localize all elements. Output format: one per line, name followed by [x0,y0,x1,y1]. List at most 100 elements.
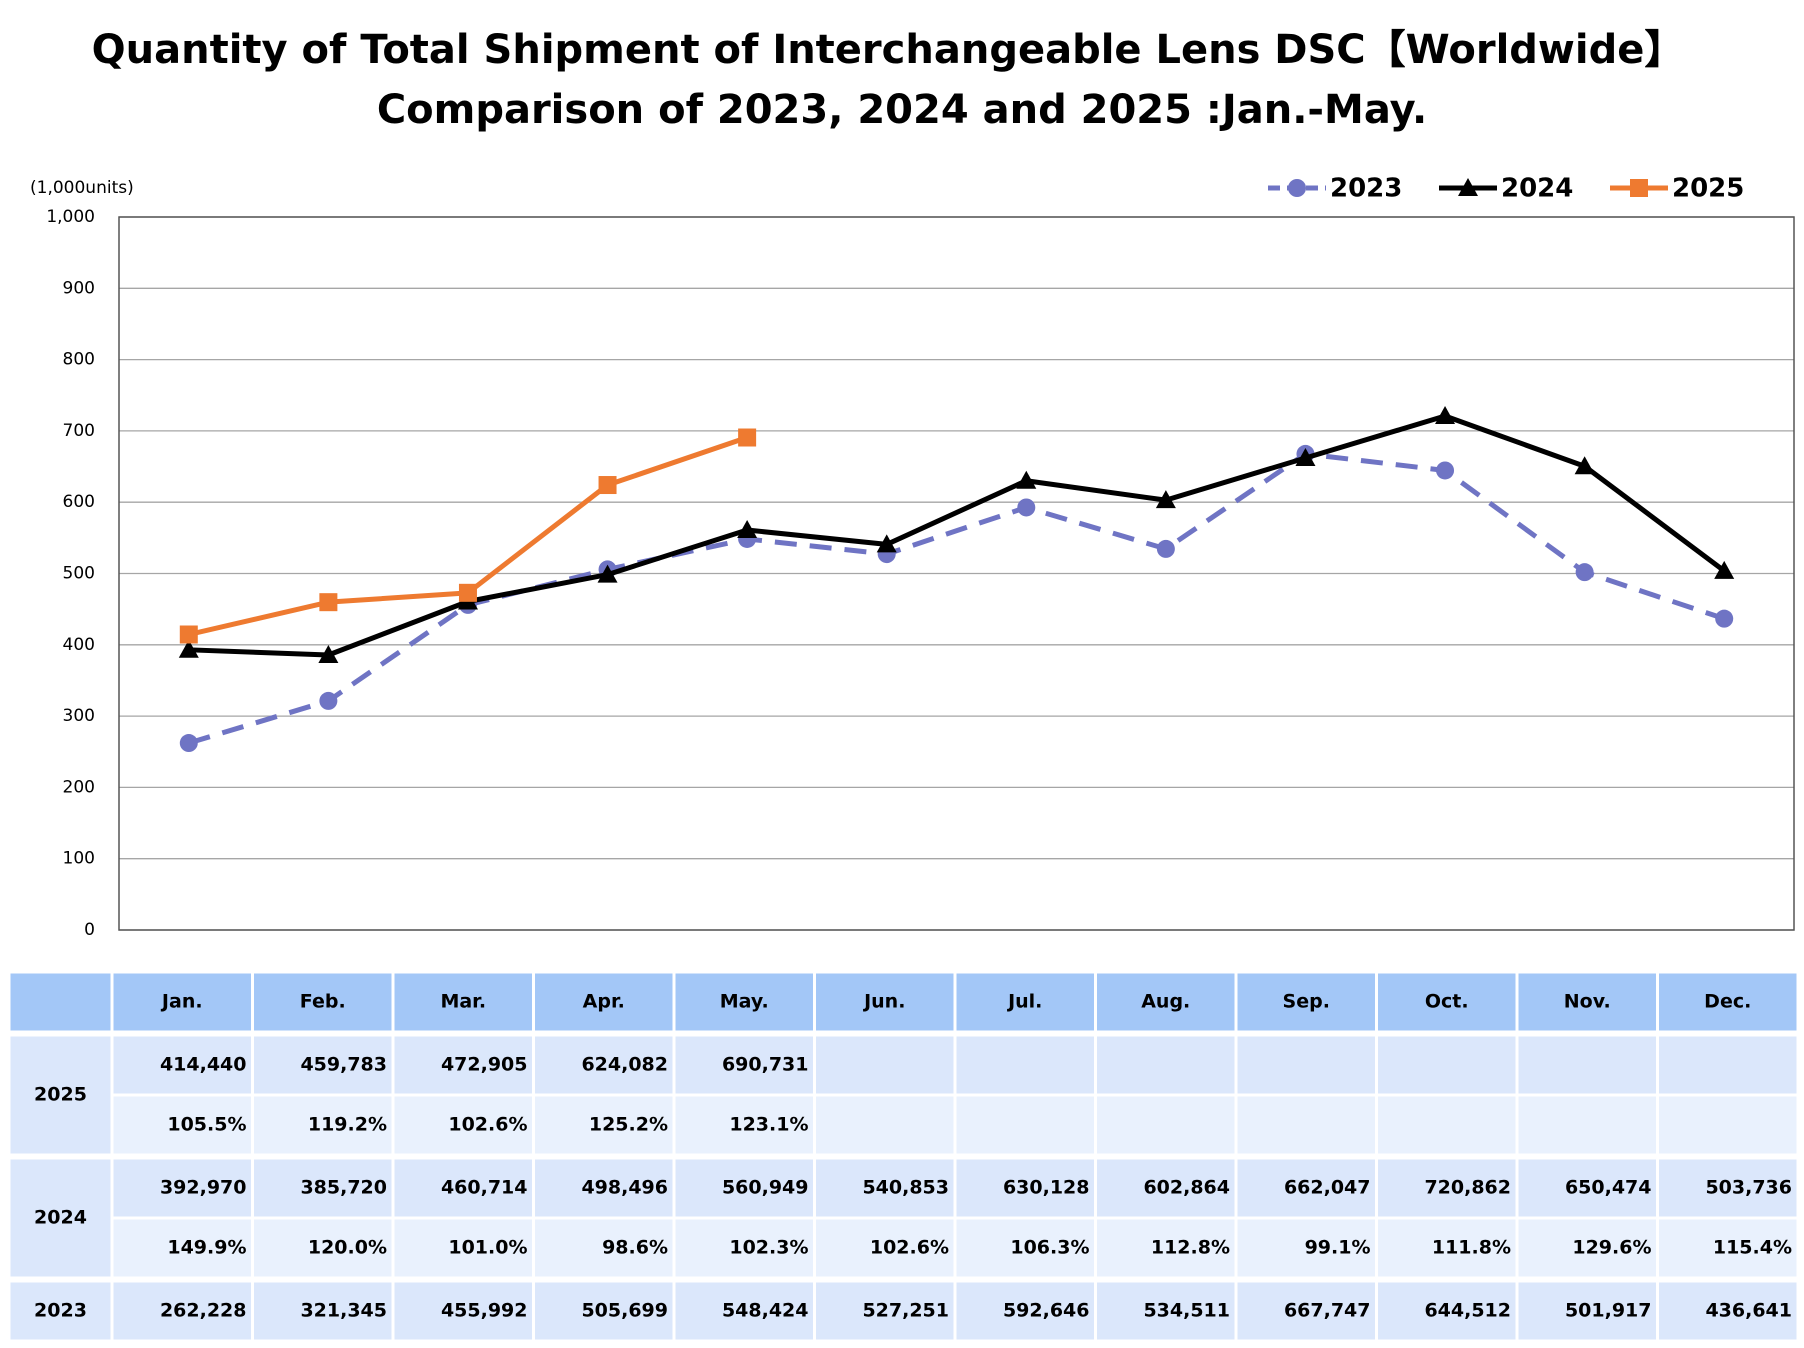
table-value: 540,853 [862,1177,949,1199]
table-cell [254,1159,392,1217]
column-header: Dec. [1704,991,1751,1013]
table-cell [675,973,813,1031]
legend-label: 2024 [1501,174,1573,204]
table-cell [1518,1219,1656,1277]
table-value: 630,128 [1003,1177,1090,1199]
table-cell [1097,1036,1235,1094]
y-tick-label: 800 [63,350,95,370]
point [1155,490,1176,509]
table-value: 505,699 [581,1300,668,1322]
table-cell [1518,973,1656,1031]
table-value: 644,512 [1424,1300,1511,1322]
y-tick-label: 200 [63,777,95,797]
table-cell [113,1282,251,1340]
table-cell [816,1096,954,1154]
table-cell [956,1036,1094,1094]
legend-marker [1458,178,1478,196]
table-cell [1518,1159,1656,1217]
table-value: 560,949 [722,1177,809,1199]
table-cell [956,1159,1094,1217]
table-cell [10,1159,111,1277]
point [179,734,198,753]
table-value: 102.6% [448,1114,527,1136]
table-cell [1518,1282,1656,1340]
table-cell [675,1282,813,1340]
column-header: Jul. [1006,991,1042,1013]
row-header: 2025 [34,1084,87,1106]
point [318,644,339,663]
table-cell [956,1219,1094,1277]
series-line [188,451,1726,746]
table-value: 503,736 [1705,1177,1792,1199]
table-cell [1659,1036,1797,1094]
table-cell [675,1036,813,1094]
table-value: 111.8% [1432,1237,1511,1259]
y-tick-label: 100 [63,849,95,869]
point [1714,560,1735,579]
legend-marker [1630,179,1648,197]
table-value: 115.4% [1713,1237,1792,1259]
table-value: 119.2% [308,1114,387,1136]
table-value: 385,720 [300,1177,387,1199]
table-value: 498,496 [581,1177,668,1199]
table-cell [254,1219,392,1277]
column-header: Aug. [1141,991,1190,1013]
table-value: 548,424 [722,1300,809,1322]
table-cell [1097,1096,1235,1154]
table-value: 527,251 [862,1300,949,1322]
table-cell [394,1159,532,1217]
table-cell [1237,973,1375,1031]
table-cell [816,1282,954,1340]
column-header: Nov. [1564,991,1611,1013]
table-value: 460,714 [441,1177,528,1199]
table-cell [394,1036,532,1094]
table-cell [113,1096,251,1154]
table-cell [1237,1219,1375,1277]
table-value: 123.1% [729,1114,808,1136]
point [597,564,618,583]
point [1016,470,1037,489]
table-cell [10,973,111,1031]
table-cell [1378,1036,1516,1094]
table-cell [675,1096,813,1154]
table-cell [816,1159,954,1217]
table-cell [1378,1219,1516,1277]
table-value: 501,917 [1565,1300,1652,1322]
table-cell [1659,1159,1797,1217]
table-value: 624,082 [581,1054,668,1076]
y-tick-label: 0 [84,920,95,940]
point [738,428,757,447]
table-cell [1378,973,1516,1031]
table-cell [10,1036,111,1154]
table-value: 112.8% [1151,1237,1230,1259]
table-cell [956,1282,1094,1340]
table-cell [956,1096,1094,1154]
table-value: 650,474 [1565,1177,1652,1199]
point [737,520,758,539]
table-cell [1378,1096,1516,1154]
point [876,534,897,553]
y-tick-label: 700 [63,421,95,441]
table-cell [254,973,392,1031]
table-cell [394,973,532,1031]
table-value: 602,864 [1143,1177,1230,1199]
column-header: Jan. [160,991,203,1013]
table-cell [1097,1219,1235,1277]
table-value: 125.2% [589,1114,668,1136]
table-value: 690,731 [722,1054,809,1076]
table-value: 662,047 [1284,1177,1371,1199]
point [1435,406,1456,425]
table-cell [1237,1096,1375,1154]
y-tick-label: 900 [63,278,95,298]
table-value: 102.3% [729,1237,808,1259]
point [179,625,198,644]
series-line [188,413,1726,658]
point [319,593,338,612]
row-header: 2023 [34,1300,87,1322]
column-header: Oct. [1425,991,1469,1013]
legend-label: 2023 [1330,174,1402,204]
point [1017,498,1036,517]
table-value: 102.6% [870,1237,949,1259]
table-value: 414,440 [160,1054,247,1076]
